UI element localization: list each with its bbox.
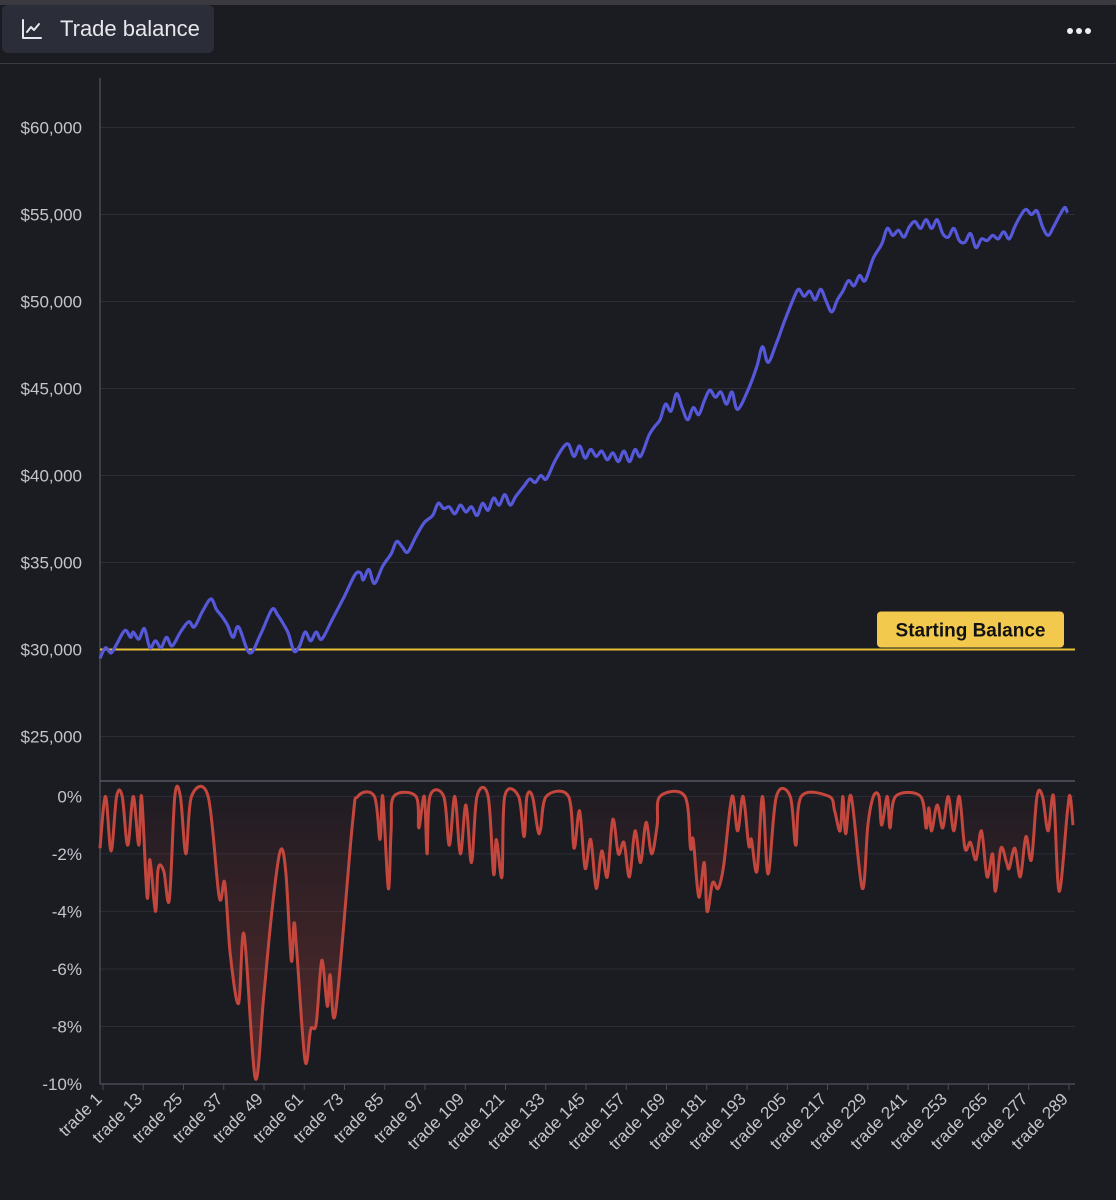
drawdown-ytick-label: -4% [52, 902, 82, 921]
chart-area: $25,000 $30,000 $35,000 $40,000 $45,000 $50,0… [0, 64, 1116, 1200]
balance-ytick-label: $55,000 [21, 206, 82, 225]
tab-label: Trade balance [60, 16, 200, 41]
balance-ytick-label: $50,000 [21, 293, 82, 312]
trade-balance-chart: $25,000 $30,000 $35,000 $40,000 $45,000 $50,0… [21, 78, 1075, 1154]
balance-ytick-label: $25,000 [21, 728, 82, 747]
starting-balance-label: Starting Balance [896, 621, 1046, 642]
drawdown-line [98, 784, 1075, 1081]
more-dots-icon [1067, 28, 1091, 34]
drawdown-ytick-label: -8% [52, 1017, 82, 1036]
starting-balance-badge [877, 611, 1064, 648]
drawdown-area [100, 786, 1073, 1080]
window-top-border [0, 0, 1116, 5]
drawdown-ytick-label: 0% [57, 787, 82, 806]
balance-ytick-label: $30,000 [21, 641, 82, 660]
more-options-button[interactable] [1062, 17, 1096, 45]
tab-trade-balance[interactable]: Trade balance [2, 5, 214, 53]
line-chart-icon [22, 19, 42, 39]
drawdown-ytick-label: -2% [52, 845, 82, 864]
balance-ytick-label: $35,000 [21, 554, 82, 573]
drawdown-ytick-label: -10% [42, 1075, 82, 1094]
panel-header: Trade balance [0, 5, 1116, 64]
balance-ytick-label: $40,000 [21, 467, 82, 486]
drawdown-ytick-label: -6% [52, 960, 82, 979]
balance-ytick-label: $45,000 [21, 380, 82, 399]
balance-ytick-label: $60,000 [21, 119, 82, 138]
balance-line [98, 205, 1069, 659]
